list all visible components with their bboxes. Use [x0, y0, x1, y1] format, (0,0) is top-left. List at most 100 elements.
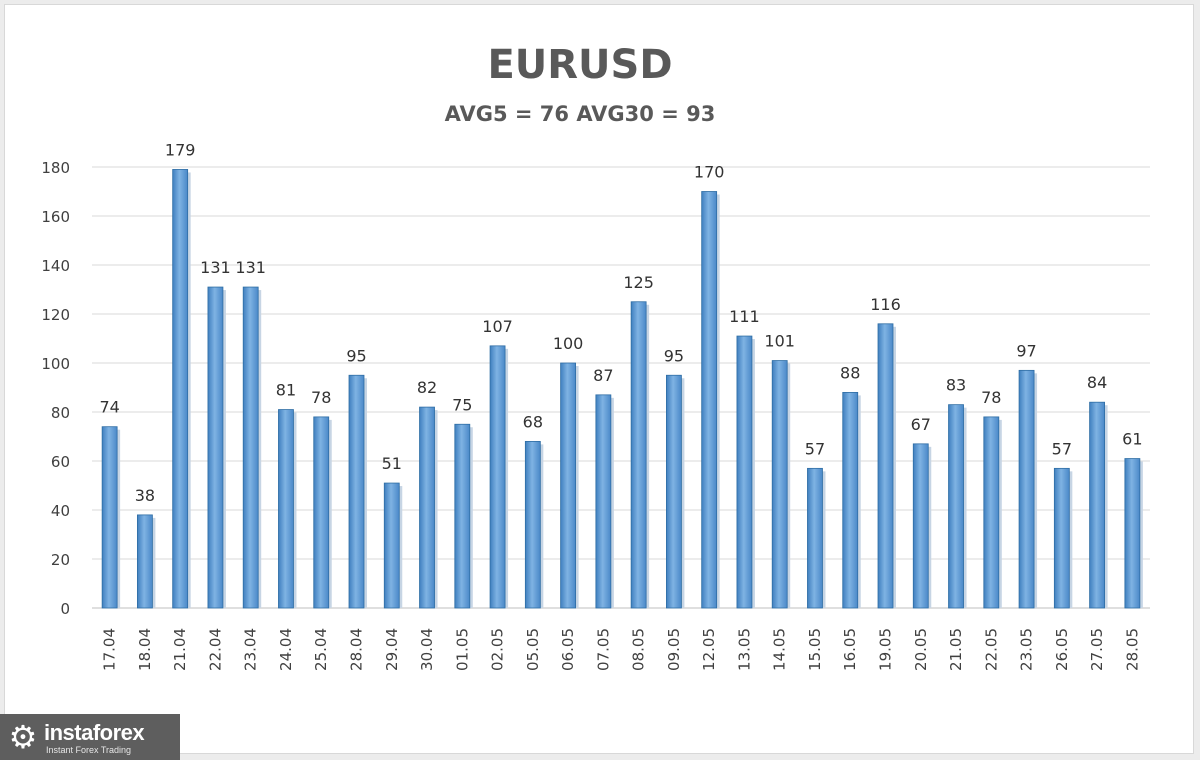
y-tick-label: 100 [41, 355, 70, 373]
x-tick-label: 16.05 [841, 628, 859, 671]
x-tick-label: 06.05 [559, 628, 577, 671]
bar [912, 443, 929, 609]
grid-lines [92, 166, 1150, 609]
data-label: 78 [311, 388, 331, 407]
data-label: 78 [981, 388, 1001, 407]
x-tick-label: 23.05 [1018, 628, 1036, 671]
chart-title: EURUSD [487, 42, 672, 88]
x-tick-label: 23.04 [242, 628, 260, 671]
y-tick-label: 0 [60, 600, 70, 618]
data-label: 179 [165, 140, 196, 159]
bar [1124, 458, 1141, 609]
data-label: 68 [523, 412, 543, 431]
x-tick-label: 15.05 [806, 628, 824, 671]
data-label: 95 [346, 346, 366, 365]
x-tick-label: 09.05 [665, 628, 683, 671]
bars: 74 38 179 131 131 81 78 95 51 82 75 107 68 100 87 125 95… [99, 140, 1143, 609]
bar [242, 286, 259, 609]
data-label: 74 [99, 398, 119, 417]
data-label: 81 [276, 381, 296, 400]
bar [736, 335, 753, 609]
bar [101, 426, 118, 609]
x-tick-label: 17.04 [101, 628, 119, 671]
y-tick-label: 140 [41, 257, 70, 275]
x-tick-label: 13.05 [735, 628, 753, 671]
data-label: 101 [764, 332, 795, 351]
y-tick-label: 160 [41, 208, 70, 226]
data-label: 88 [840, 363, 860, 382]
x-tick-label: 29.04 [383, 628, 401, 671]
data-label: 57 [805, 439, 825, 458]
data-label: 51 [382, 454, 402, 473]
bar [807, 467, 823, 609]
data-label: 75 [452, 395, 472, 414]
bar [948, 404, 964, 609]
bar [348, 374, 365, 609]
x-tick-label: 28.04 [348, 628, 366, 671]
data-label: 82 [417, 378, 437, 397]
x-tick-label: 21.04 [171, 628, 189, 671]
x-tick-label: 05.05 [524, 628, 542, 671]
data-label: 95 [664, 346, 684, 365]
bar [701, 191, 718, 609]
data-label: 131 [235, 258, 266, 277]
bar [630, 301, 647, 609]
x-tick-label: 30.04 [418, 628, 436, 671]
bar [383, 482, 400, 609]
bar [877, 323, 894, 609]
x-tick-label: 21.05 [947, 628, 965, 671]
bar [560, 362, 576, 609]
data-label: 111 [729, 307, 760, 326]
data-label: 100 [553, 334, 584, 353]
y-tick-label: 80 [51, 404, 70, 422]
data-label: 97 [1016, 341, 1036, 360]
x-tick-label: 24.04 [277, 628, 295, 671]
bar [983, 416, 1000, 609]
x-tick-label: 14.05 [771, 628, 789, 671]
x-tick-label: 02.05 [489, 628, 507, 671]
bar [454, 423, 471, 609]
y-tick-label: 40 [51, 502, 70, 520]
y-tick-label: 180 [41, 159, 70, 177]
bar [771, 360, 788, 609]
data-label: 67 [911, 415, 931, 434]
data-label: 84 [1087, 373, 1107, 392]
y-tick-label: 60 [51, 453, 70, 471]
x-tick-label: 25.04 [312, 628, 330, 671]
bar [524, 440, 541, 609]
x-tick-label: 12.05 [700, 628, 718, 671]
x-tick-label: 27.05 [1088, 628, 1106, 671]
bar [278, 409, 294, 609]
bar [595, 394, 612, 609]
x-tick-label: 22.05 [982, 628, 1000, 671]
logo-brand: instaforex [44, 720, 145, 745]
y-tick-label: 20 [51, 551, 70, 569]
bar [489, 345, 506, 609]
x-tick-label: 20.05 [912, 628, 930, 671]
chart-frame [4, 4, 1194, 754]
data-label: 57 [1052, 439, 1072, 458]
bar [1053, 467, 1070, 609]
bar [1089, 401, 1105, 609]
x-tick-label: 26.05 [1053, 628, 1071, 671]
bar [172, 169, 189, 609]
data-label: 116 [870, 295, 901, 314]
x-tick-label: 01.05 [453, 628, 471, 671]
data-label: 83 [946, 376, 966, 395]
x-tick-label: 08.05 [630, 628, 648, 671]
bar [136, 514, 153, 609]
data-label: 170 [694, 163, 725, 182]
bar [419, 406, 435, 609]
y-tick-label: 120 [41, 306, 70, 324]
bar [842, 391, 859, 609]
chart-subtitle: AVG5 = 76 AVG30 = 93 [445, 102, 716, 126]
instaforex-logo: ⚙ instaforex Instant Forex Trading [0, 714, 180, 760]
x-tick-label: 18.04 [136, 628, 154, 671]
data-label: 61 [1122, 430, 1142, 449]
y-axis: 0 20 40 60 80 100 120 140 160 180 [41, 159, 70, 618]
data-label: 87 [593, 366, 613, 385]
gear-icon: ⚙ [8, 719, 38, 755]
data-label: 125 [623, 273, 654, 292]
bar [1018, 369, 1035, 609]
